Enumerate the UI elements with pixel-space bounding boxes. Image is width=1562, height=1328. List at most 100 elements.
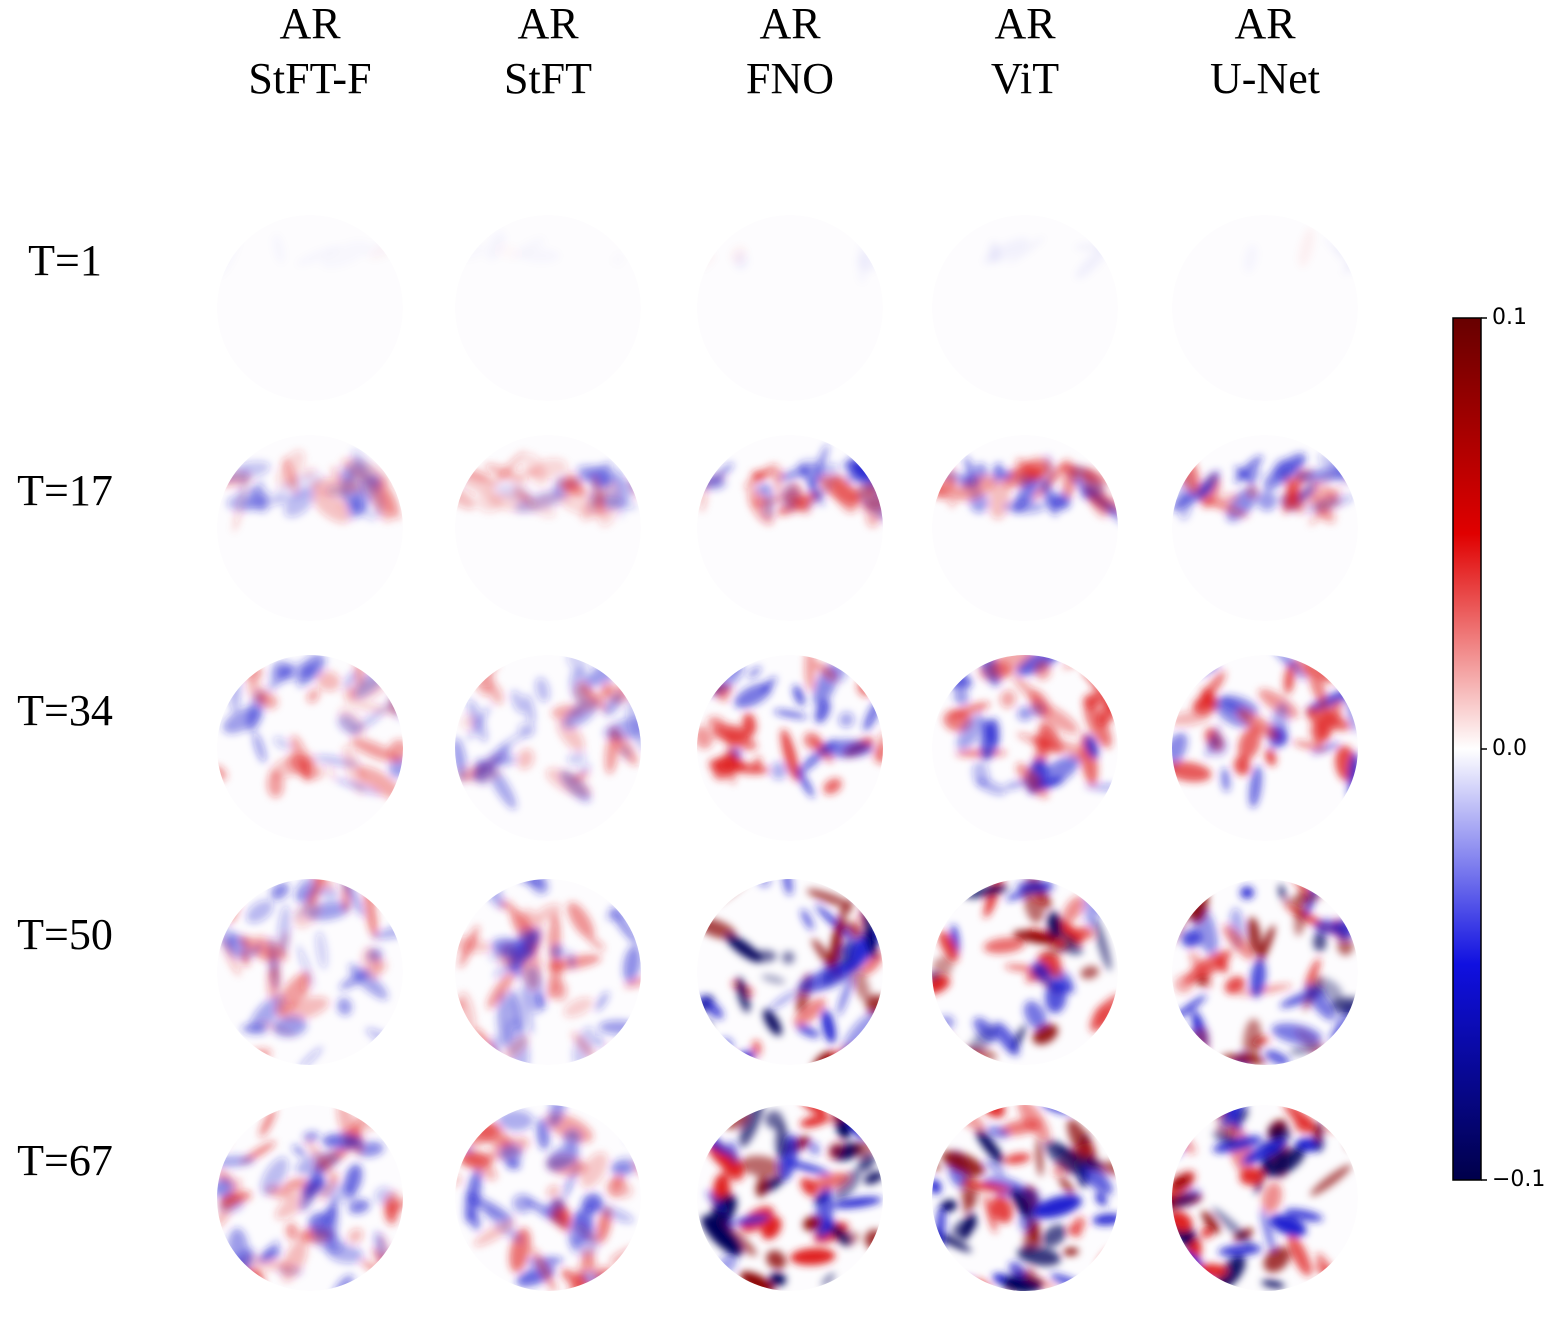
vortex (1197, 496, 1249, 518)
vortex (1172, 655, 1190, 678)
vortex (247, 680, 268, 705)
vortex (769, 1272, 787, 1287)
vortex (273, 472, 324, 503)
vortex (626, 697, 641, 751)
vortex (350, 738, 399, 763)
vortex (321, 1133, 363, 1150)
vortex (302, 468, 316, 478)
vortex (770, 761, 789, 780)
vortex (999, 1119, 1041, 1136)
vortex (1221, 767, 1231, 793)
vortex (1003, 465, 1046, 488)
vortex (862, 905, 878, 960)
vortex (1094, 918, 1112, 971)
vortex (1243, 1018, 1262, 1065)
vortex (1172, 661, 1195, 683)
vortex (297, 944, 315, 989)
vortex (1017, 1246, 1061, 1267)
vortex (573, 684, 596, 712)
vortex (1172, 483, 1213, 511)
vortex (1258, 689, 1299, 719)
vortex (374, 1044, 403, 1065)
vortex (520, 984, 534, 1035)
vortex (467, 698, 488, 743)
vortex (740, 1155, 785, 1178)
vortex (277, 904, 291, 957)
vortex (1036, 1138, 1043, 1177)
vortex (373, 1231, 387, 1261)
vortex (761, 974, 786, 984)
vortex (536, 1118, 550, 1150)
vortex (620, 744, 631, 760)
vortex (862, 951, 883, 975)
vortex (1011, 673, 1045, 708)
vortex (1340, 1261, 1358, 1280)
vortex (305, 1138, 338, 1184)
vortex (1249, 468, 1261, 481)
vortex (307, 688, 320, 703)
vortex (1095, 1192, 1107, 1206)
sphere (1172, 655, 1358, 841)
vortex (1239, 1168, 1265, 1186)
vortex (343, 670, 358, 689)
vortex (941, 1199, 958, 1212)
vortex (719, 752, 741, 773)
vortex (455, 935, 492, 953)
sphere (455, 435, 641, 621)
vortex (1263, 452, 1306, 490)
vortex (721, 1155, 745, 1181)
vortex (827, 1141, 843, 1160)
vortex (612, 1162, 633, 1175)
vortex (361, 947, 382, 980)
vortex (1067, 1119, 1098, 1170)
vortex (1256, 490, 1278, 511)
vortex (546, 1145, 580, 1171)
vortex (1278, 884, 1286, 900)
vortex (278, 996, 329, 1022)
vortex (311, 879, 335, 890)
sphere-base (217, 435, 403, 621)
vortex (337, 997, 352, 1016)
vortex (512, 486, 532, 503)
vortex (222, 707, 261, 734)
vortex (1263, 1246, 1290, 1273)
colorbar-tick-label: 0.0 (1492, 736, 1527, 761)
vortex (744, 463, 777, 489)
vortex (1200, 1226, 1214, 1239)
vortex (870, 1029, 883, 1042)
vortex (217, 887, 241, 906)
sphere (697, 879, 883, 1065)
vortex (464, 1150, 497, 1181)
vortex (763, 1009, 782, 1036)
vortex (455, 469, 464, 477)
vortex (793, 685, 805, 706)
vortex (284, 488, 315, 518)
vortex (953, 688, 969, 706)
vortex (1196, 671, 1226, 710)
vortex (273, 736, 291, 750)
vortex (806, 1172, 850, 1192)
vortex (283, 1178, 308, 1190)
vortex (337, 714, 360, 735)
vortex (550, 944, 565, 960)
sphere (1172, 435, 1358, 621)
vortex (1059, 1176, 1075, 1196)
vortex (780, 728, 800, 782)
vortex (1346, 1119, 1358, 1150)
vortex (1236, 708, 1280, 740)
vortex (1010, 1188, 1032, 1219)
vortex (315, 930, 328, 970)
vortex (1287, 1234, 1312, 1277)
vortex (491, 937, 535, 960)
vortex (1029, 702, 1045, 718)
vortex (954, 475, 997, 501)
vortex (1039, 723, 1063, 754)
vortex (825, 1105, 873, 1123)
vortex (1172, 655, 1193, 682)
vortex (984, 1159, 1006, 1176)
vortex (775, 1121, 788, 1160)
vortex (614, 879, 637, 898)
sphere-base (217, 215, 403, 401)
vortex (863, 1171, 883, 1185)
vortex (1297, 483, 1316, 503)
